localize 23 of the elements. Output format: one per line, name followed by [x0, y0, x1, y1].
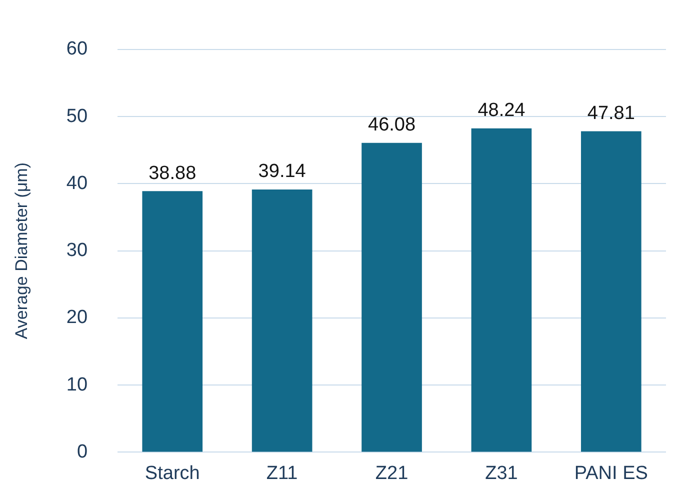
data-label: 47.81 — [587, 102, 635, 124]
x-tick-label: Z21 — [375, 462, 408, 484]
data-label: 39.14 — [258, 161, 306, 182]
y-tick-label: 50 — [66, 106, 88, 127]
y-axis-title: Average Diameter (μm) — [12, 162, 31, 340]
data-label: 38.88 — [148, 162, 196, 184]
x-tick-label: PANI ES — [574, 462, 648, 484]
y-tick-label: 20 — [66, 307, 88, 328]
x-tick-label: Starch — [144, 462, 200, 484]
y-tick-label: 10 — [66, 374, 88, 396]
bar — [142, 191, 203, 452]
data-label: 48.24 — [478, 100, 526, 122]
y-tick-label: 30 — [66, 240, 88, 262]
bar — [362, 142, 422, 452]
data-label: 46.08 — [368, 114, 416, 136]
x-tick-label: Z31 — [485, 462, 518, 484]
y-tick-label: 60 — [66, 38, 88, 60]
y-tick-label: 0 — [76, 441, 88, 462]
bar — [471, 128, 532, 452]
bar — [580, 131, 642, 452]
bar — [252, 189, 312, 452]
x-tick-label: Z11 — [266, 462, 298, 484]
y-tick-label: 40 — [66, 172, 88, 194]
